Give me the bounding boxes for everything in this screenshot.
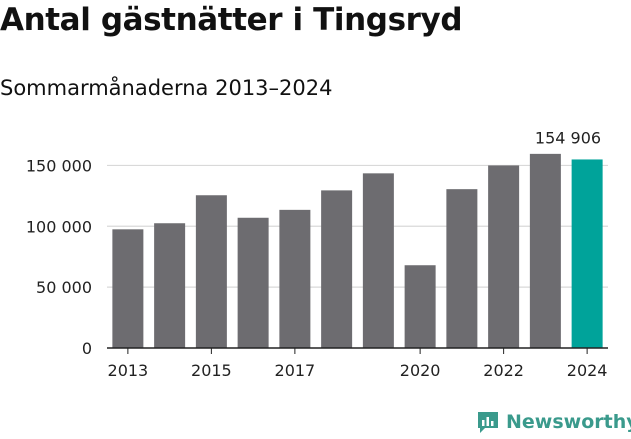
bar xyxy=(488,165,519,348)
bar xyxy=(405,265,436,348)
y-tick-label: 0 xyxy=(82,339,92,358)
x-tick-label: 2017 xyxy=(275,361,316,380)
x-tick-label: 2022 xyxy=(483,361,524,380)
data-label: 154 906 xyxy=(535,128,601,147)
bar-chart: 0 50 000 100 000 150 000 2013 2015 2017 2020 202… xyxy=(0,0,631,400)
bar xyxy=(321,190,352,348)
bar xyxy=(446,189,477,348)
x-tick-label: 2013 xyxy=(108,361,149,380)
x-tick-label: 2020 xyxy=(400,361,441,380)
x-tick-label: 2024 xyxy=(567,361,608,380)
x-tick-label: 2015 xyxy=(191,361,232,380)
bar xyxy=(572,159,603,348)
bar xyxy=(154,223,185,348)
bar xyxy=(279,210,310,348)
newsworthy-logo-icon xyxy=(476,410,500,434)
newsworthy-brand-name: Newsworthy xyxy=(506,411,631,433)
bar xyxy=(530,154,561,348)
y-tick-label: 150 000 xyxy=(26,156,92,175)
y-tick-label: 50 000 xyxy=(36,278,92,297)
newsworthy-brand: Newsworthy xyxy=(476,409,631,435)
y-tick-label: 100 000 xyxy=(26,217,92,236)
bar xyxy=(196,195,227,348)
bar xyxy=(238,218,269,348)
bar xyxy=(363,173,394,348)
bar xyxy=(112,229,143,348)
